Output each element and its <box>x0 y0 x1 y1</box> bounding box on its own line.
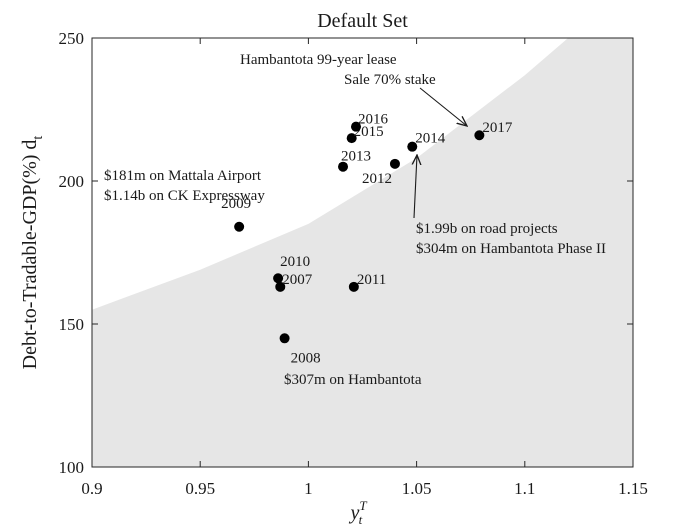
default-set-region-layer <box>92 38 633 467</box>
point-label: 2008 <box>291 350 321 366</box>
data-point <box>407 141 418 152</box>
annotation-arrow-2017 <box>419 87 467 126</box>
data-point <box>338 161 349 172</box>
data-point <box>351 121 362 132</box>
data-point <box>474 130 485 141</box>
y-tick-label: 150 <box>59 315 85 334</box>
annotation-arrow-2014 <box>414 155 417 219</box>
data-point <box>346 133 357 144</box>
annotation-text: $181m on Mattala Airport $1.14b on CK Exp… <box>104 168 265 204</box>
point-label: 2017 <box>482 120 512 136</box>
y-axis-label: Debt-to-Tradable-GDP(%) dt <box>19 136 46 370</box>
annotation-line: $1.99b on road projects <box>416 221 558 237</box>
data-point <box>348 281 359 292</box>
y-tick-label: 250 <box>59 29 85 48</box>
annotation-line: $307m on Hambantota <box>284 372 422 388</box>
tick-layer: 0.9 0.95 1 1.05 1.1 1.15 100 150 200 250 <box>59 29 648 498</box>
x-axis-label-base: y <box>348 502 359 524</box>
data-point <box>234 221 245 232</box>
data-point <box>389 158 400 169</box>
point-label: 2012 <box>362 171 392 187</box>
x-tick-label: 0.95 <box>185 479 215 498</box>
point-label: 2014 <box>415 131 446 147</box>
y-tick-label: 200 <box>59 172 85 191</box>
annotation-line: $181m on Mattala Airport <box>104 168 262 184</box>
y-axis-label-sub: t <box>31 136 46 140</box>
annotation-text: $1.99b on road projects $304m on Hambanto… <box>416 221 606 257</box>
point-label: 2009 <box>221 196 251 212</box>
chart-title: Default Set <box>317 10 408 32</box>
annotation-line: $1.14b on CK Expressway <box>104 188 265 204</box>
x-tick-label: 1.15 <box>618 479 648 498</box>
annotation-line: Sale 70% stake <box>344 72 436 88</box>
plot-frame <box>91 37 634 468</box>
x-axis-label-sub: t <box>359 512 363 525</box>
x-tick-label: 0.9 <box>81 479 102 498</box>
annotation-line: $304m on Hambantota Phase II <box>416 241 606 257</box>
point-label: 2013 <box>341 149 371 165</box>
default-set-region <box>92 38 633 467</box>
point-label: 2015 <box>354 124 384 140</box>
annotation-text: Hambantota 99-year lease Sale 70% stake <box>240 52 436 88</box>
data-point <box>273 273 284 284</box>
annotation-line: Hambantota 99-year lease <box>240 52 397 68</box>
x-tick-label: 1.05 <box>402 479 432 498</box>
point-label: 2007 <box>282 272 313 288</box>
point-label: 2011 <box>357 272 386 288</box>
point-layer: 2007 2008 2009 2010 2011 2012 2013 2014 20152016… <box>221 112 513 367</box>
point-label: 2016 <box>358 112 389 128</box>
point-label: 2010 <box>280 254 310 270</box>
x-tick-label: 1.1 <box>514 479 535 498</box>
x-axis-label-sup: T <box>359 498 367 513</box>
annotation-text: $307m on Hambantota <box>284 372 422 388</box>
y-axis-label-main: Debt-to-Tradable-GDP(%) d <box>19 140 41 370</box>
annotation-layer: Hambantota 99-year lease Sale 70% stake $1… <box>104 52 606 388</box>
x-tick-label: 1 <box>304 479 313 498</box>
y-tick-label: 100 <box>59 458 85 477</box>
x-axis-label: yT t <box>348 498 367 525</box>
data-point <box>279 333 290 344</box>
data-point <box>275 281 286 292</box>
